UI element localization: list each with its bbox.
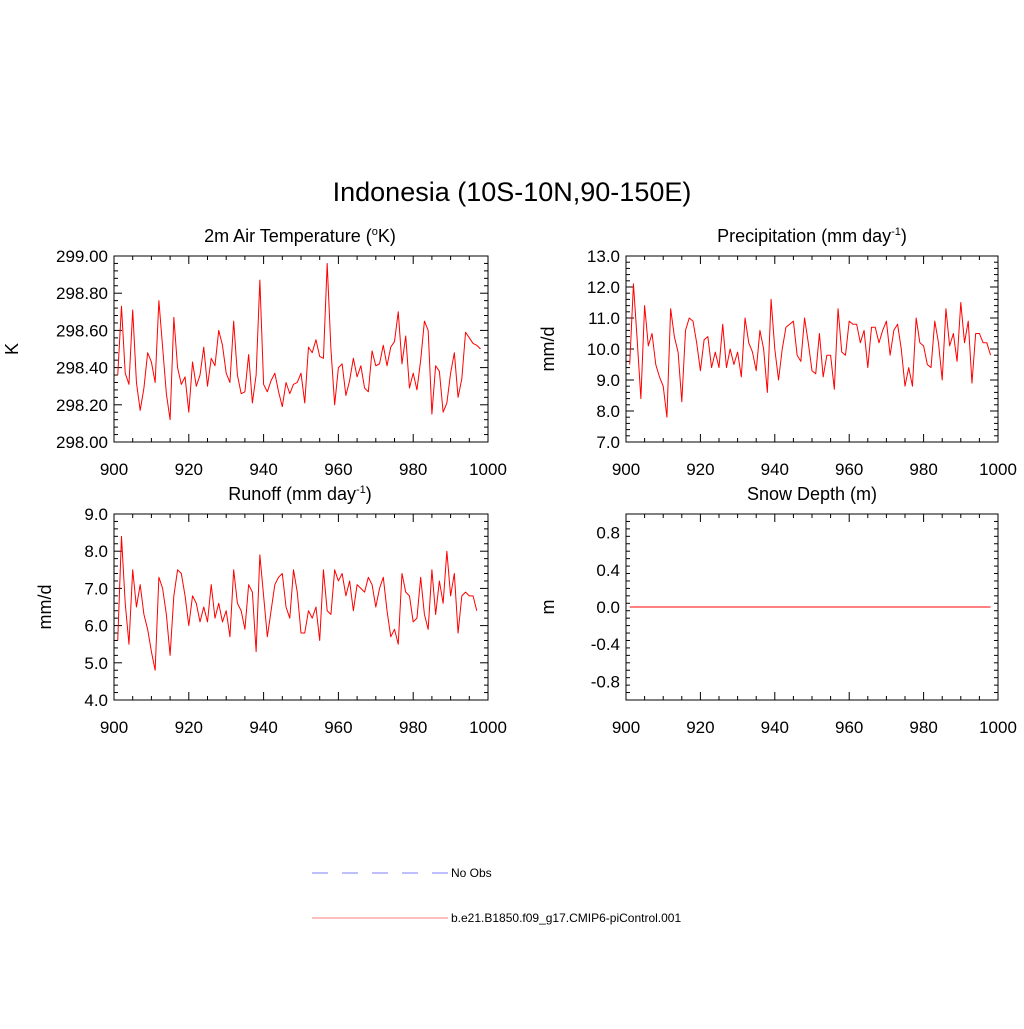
y-tick-label-precipitation: 9.0 xyxy=(596,371,620,390)
x-tick-label-temperature: 940 xyxy=(249,460,277,479)
y-tick-label-runoff: 4.0 xyxy=(84,691,108,710)
panel-title-runoff: Runoff (mm day-1) xyxy=(228,484,372,504)
x-tick-label-snow-depth: 1000 xyxy=(979,718,1017,737)
y-tick-label-runoff: 7.0 xyxy=(84,579,108,598)
y-tick-label-precipitation: 10.0 xyxy=(587,340,620,359)
x-tick-label-precipitation: 940 xyxy=(761,460,789,479)
x-tick-label-snow-depth: 940 xyxy=(761,718,789,737)
plot-frame-runoff xyxy=(113,513,489,701)
panel-title-precipitation: Precipitation (mm day-1) xyxy=(717,226,907,246)
x-tick-label-runoff: 940 xyxy=(249,718,277,737)
x-tick-label-precipitation: 1000 xyxy=(979,460,1017,479)
y-tick-label-runoff: 5.0 xyxy=(84,654,108,673)
y-tick-label-snow-depth: 0.4 xyxy=(596,561,620,580)
ylabel-temperature: K xyxy=(2,343,22,355)
legend-label-obs: No Obs xyxy=(451,866,492,880)
plot-frame-precipitation xyxy=(625,255,999,443)
x-tick-label-snow-depth: 900 xyxy=(612,718,640,737)
x-tick-label-temperature: 960 xyxy=(324,460,352,479)
panel-snow-depth: Snow Depth (m) m 900 920 940 960 980 1000 -0.8… xyxy=(538,484,1017,737)
y-tick-label-temperature: 298.20 xyxy=(56,396,108,415)
x-tick-label-snow-depth: 960 xyxy=(835,718,863,737)
panel-runoff: Runoff (mm day-1) mm/d 900 920 940 960 980 10… xyxy=(35,484,507,737)
x-tick-label-precipitation: 900 xyxy=(612,460,640,479)
y-tick-label-snow-depth: 0.8 xyxy=(596,524,620,543)
y-tick-label-temperature: 298.40 xyxy=(56,359,108,378)
ylabel-precipitation: mm/d xyxy=(538,327,558,372)
y-tick-label-snow-depth: 0.0 xyxy=(596,598,620,617)
ylabel-runoff: mm/d xyxy=(35,585,55,630)
y-tick-label-temperature: 298.00 xyxy=(56,433,108,452)
y-tick-label-precipitation: 7.0 xyxy=(596,433,620,452)
y-tick-label-precipitation: 11.0 xyxy=(588,309,620,328)
y-tick-label-runoff: 9.0 xyxy=(84,505,108,524)
x-tick-label-runoff: 960 xyxy=(324,718,352,737)
x-tick-label-snow-depth: 920 xyxy=(686,718,714,737)
y-tick-label-runoff: 6.0 xyxy=(84,617,108,636)
ylabel-snow-depth: m xyxy=(538,600,558,615)
main-title: Indonesia (10S-10N,90-150E) xyxy=(333,177,692,207)
y-tick-label-precipitation: 12.0 xyxy=(587,278,620,297)
y-tick-label-runoff: 8.0 xyxy=(84,542,108,561)
panel-title-snow-depth: Snow Depth (m) xyxy=(747,484,877,504)
panel-title-temperature: 2m Air Temperature (oK) xyxy=(204,226,396,246)
y-tick-label-snow-depth: -0.8 xyxy=(591,672,620,691)
y-tick-label-temperature: 299.00 xyxy=(56,247,108,266)
series-line-temperature xyxy=(117,262,481,421)
series-line-precipitation xyxy=(629,283,992,418)
panel-temperature: 2m Air Temperature (oK) K 900 920 940 960 98… xyxy=(2,226,507,479)
y-tick-label-temperature: 298.60 xyxy=(56,321,108,340)
x-tick-label-precipitation: 960 xyxy=(835,460,863,479)
x-tick-label-temperature: 980 xyxy=(399,460,427,479)
x-tick-label-runoff: 900 xyxy=(100,718,128,737)
y-tick-label-precipitation: 8.0 xyxy=(596,402,620,421)
x-tick-label-snow-depth: 980 xyxy=(909,718,937,737)
x-tick-label-temperature: 1000 xyxy=(469,460,507,479)
legend-label-model: b.e21.B1850.f09_g17.CMIP6-piControl.001 xyxy=(451,911,681,925)
x-tick-label-runoff: 1000 xyxy=(469,718,507,737)
x-tick-label-temperature: 900 xyxy=(100,460,128,479)
x-tick-label-runoff: 920 xyxy=(175,718,203,737)
x-tick-label-temperature: 920 xyxy=(175,460,203,479)
legend: No Obs b.e21.B1850.f09_g17.CMIP6-piContr… xyxy=(312,866,681,925)
y-tick-label-precipitation: 13.0 xyxy=(587,247,620,266)
x-tick-label-precipitation: 920 xyxy=(686,460,714,479)
x-tick-label-runoff: 980 xyxy=(399,718,427,737)
panel-precipitation: Precipitation (mm day-1) mm/d 900 920 940 9… xyxy=(538,226,1017,479)
y-tick-label-snow-depth: -0.4 xyxy=(591,635,620,654)
series-line-runoff xyxy=(117,535,478,671)
y-tick-label-temperature: 298.80 xyxy=(56,284,108,303)
x-tick-label-precipitation: 980 xyxy=(909,460,937,479)
